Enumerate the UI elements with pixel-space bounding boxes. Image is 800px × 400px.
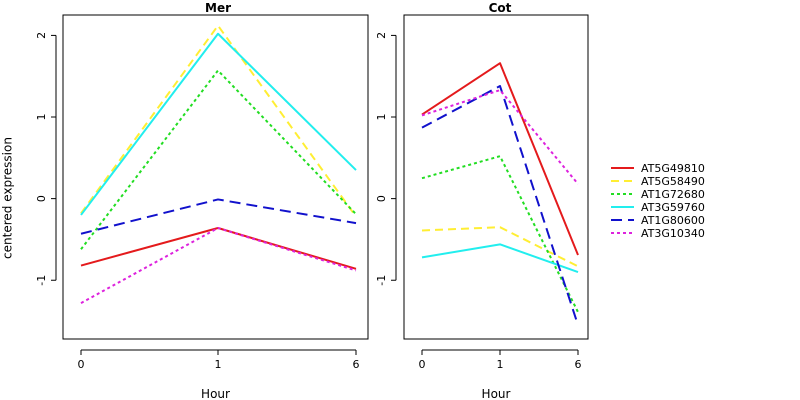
- plot-frame-0: [62, 14, 369, 340]
- y-tick-label-0-2: 1: [35, 114, 48, 121]
- x-tick-label-0-1: 1: [215, 358, 222, 371]
- series-line-mer-at3g59760: [80, 32, 357, 216]
- legend-label-at3g59760: AT3G59760: [641, 201, 705, 214]
- plot-frame-1: [403, 14, 589, 340]
- x-tick-label-1-1: 1: [497, 358, 504, 371]
- y-tick-label-1-2: 1: [375, 114, 388, 121]
- series-line-cot-at5g49810: [421, 62, 579, 256]
- x-tick-label-1-2: 6: [575, 358, 582, 371]
- legend-label-at5g49810: AT5G49810: [641, 162, 705, 175]
- x-tick-label-0-2: 6: [353, 358, 360, 371]
- y-tick-label-1-3: 2: [375, 32, 388, 39]
- legend-label-at1g72680: AT1G72680: [641, 188, 705, 201]
- y-tick-label-1-1: 0: [375, 195, 388, 202]
- series-line-cot-at5g58490: [421, 226, 579, 268]
- series-line-mer-at5g49810: [80, 227, 357, 270]
- x-tick-label-1-0: 0: [419, 358, 426, 371]
- series-line-cot-at3g59760: [421, 243, 579, 274]
- y-axis-title: centered expression: [1, 137, 15, 259]
- series-line-mer-at1g80600: [80, 198, 357, 235]
- panel-title-0: Mer: [205, 1, 231, 15]
- y-tick-label-0-3: 2: [35, 32, 48, 39]
- series-line-mer-at3g10340: [80, 227, 357, 304]
- series-line-mer-at5g58490: [80, 24, 357, 218]
- legend-label-at1g80600: AT1G80600: [641, 214, 705, 227]
- x-axis-title-1: Hour: [482, 387, 511, 400]
- x-tick-label-0-0: 0: [78, 358, 85, 371]
- series-line-cot-at3g10340: [421, 89, 579, 185]
- series-line-cot-at1g72680: [421, 155, 579, 313]
- legend-label-at3g10340: AT3G10340: [641, 227, 705, 240]
- x-axis-title-0: Hour: [201, 387, 230, 400]
- y-tick-label-0-0: -1: [35, 275, 48, 286]
- panel-title-1: Cot: [489, 1, 512, 15]
- y-tick-label-1-0: -1: [375, 275, 388, 286]
- y-tick-label-0-1: 0: [35, 195, 48, 202]
- series-line-cot-at1g80600: [421, 85, 579, 326]
- legend-label-at5g58490: AT5G58490: [641, 175, 705, 188]
